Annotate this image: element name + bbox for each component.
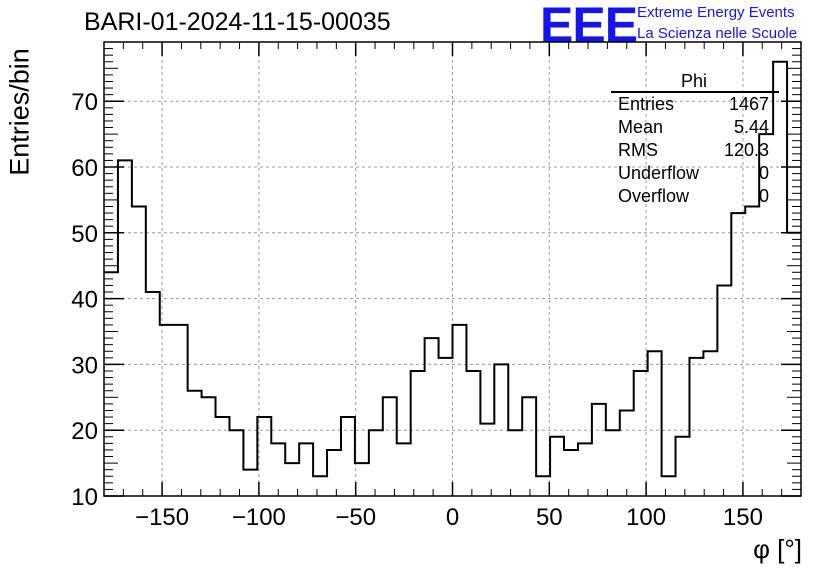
x-tick-label: 0: [446, 504, 459, 531]
y-tick-label: 30: [71, 352, 98, 379]
stats-label: Entries: [618, 94, 674, 114]
stats-value: 0: [759, 186, 769, 206]
chart-title: BARI-01-2024-11-15-00035: [84, 8, 391, 36]
stats-title: Phi: [681, 71, 707, 91]
x-axis-label: φ [°]: [753, 534, 802, 564]
x-tick-label: 50: [536, 504, 563, 531]
x-tick-label: −100: [232, 504, 286, 531]
y-tick-label: 10: [71, 484, 98, 511]
x-tick-label: 150: [723, 504, 763, 531]
stats-label: Overflow: [618, 186, 690, 206]
eee-logo: EEE: [540, 0, 638, 53]
stats-label: RMS: [618, 140, 658, 160]
x-tick-label: 100: [626, 504, 666, 531]
stats-box: Phi Entries 1467 Mean 5.44 RMS 120.3 Underflow…: [611, 71, 779, 206]
y-tick-label: 40: [71, 287, 98, 314]
axis-ticks: −150 −100 −50 0 50 100 150 10 20 30 40 50 60 70: [71, 42, 802, 531]
stats-value: 5.44: [734, 117, 769, 137]
stats-value: 120.3: [724, 140, 769, 160]
stats-label: Mean: [618, 117, 663, 137]
y-tick-label: 60: [71, 155, 98, 182]
x-tick-label: −50: [335, 504, 376, 531]
x-tick-label: −150: [135, 504, 189, 531]
brand-line-1: Extreme Energy Events: [637, 4, 795, 21]
stats-label: Underflow: [618, 163, 700, 183]
brand-line-2: La Scienza nelle Scuole: [637, 25, 798, 42]
y-tick-label: 70: [71, 89, 98, 116]
y-tick-label: 20: [71, 418, 98, 445]
stats-value: 0: [759, 163, 769, 183]
histogram-outline: [104, 60, 801, 478]
stats-value: 1467: [729, 94, 769, 114]
grid-lines: [104, 42, 801, 496]
y-tick-label: 50: [71, 221, 98, 248]
